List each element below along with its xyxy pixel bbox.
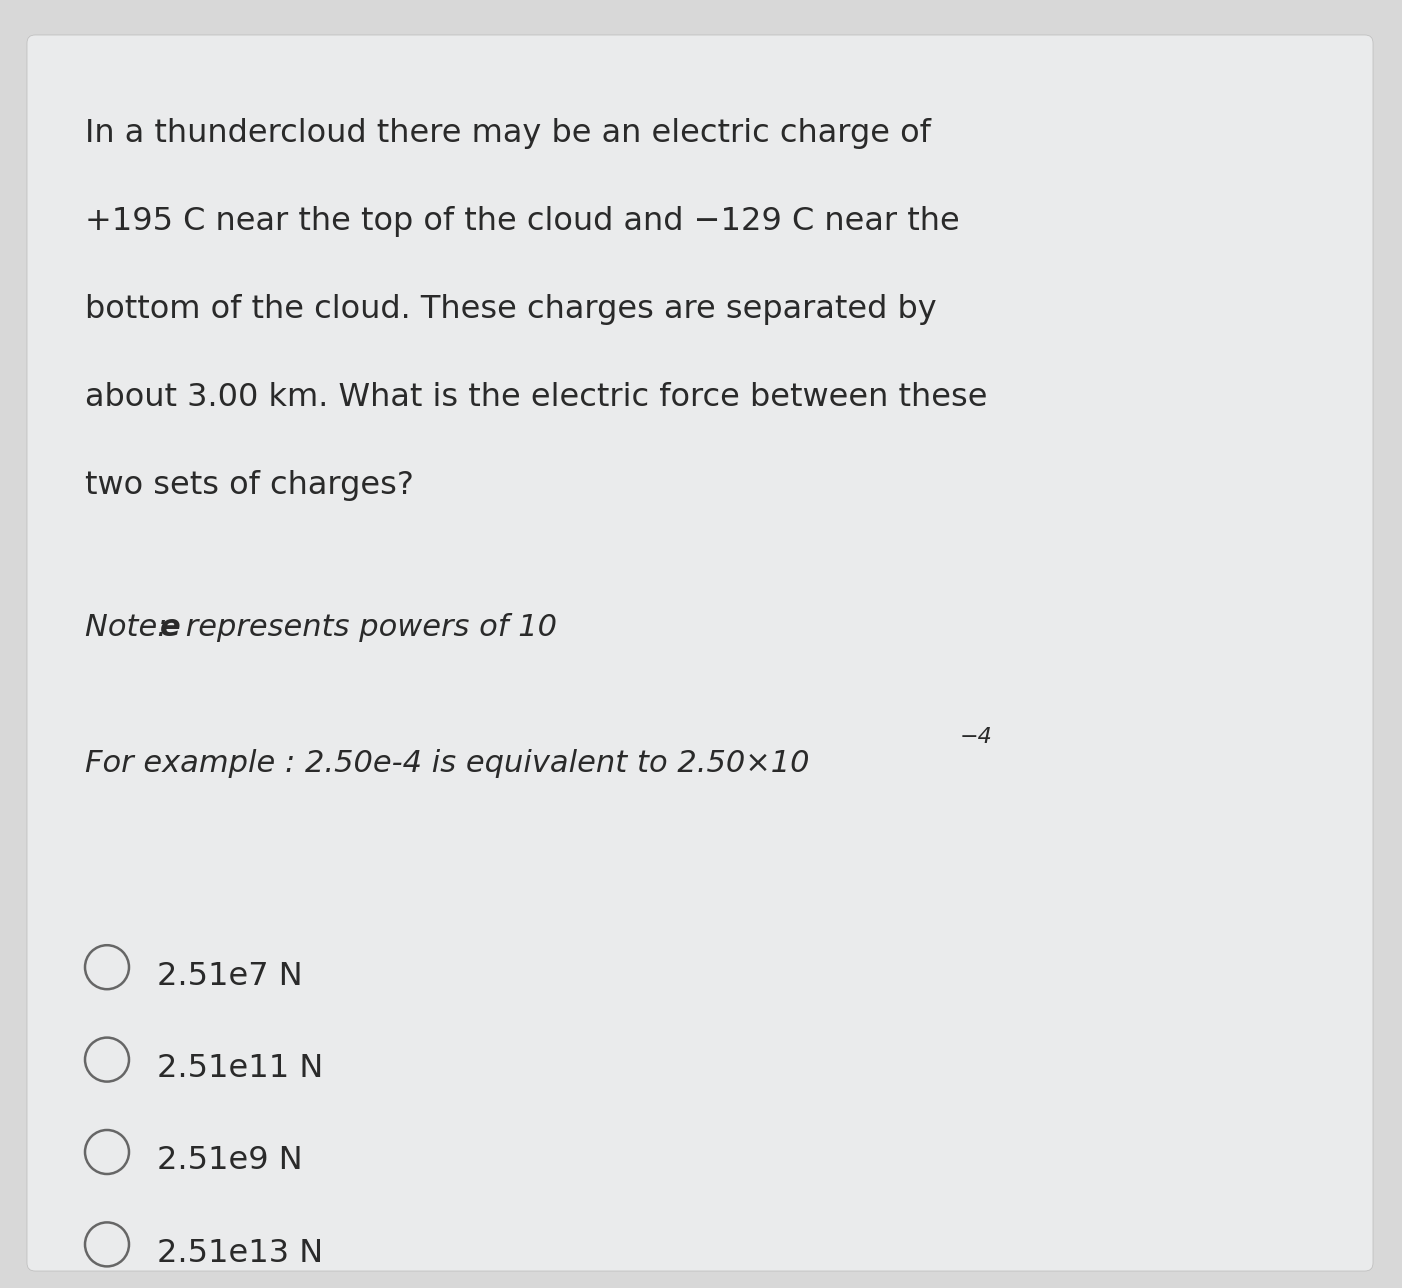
Text: represents powers of 10: represents powers of 10 [177, 613, 558, 641]
Text: bottom of the cloud. These charges are separated by: bottom of the cloud. These charges are s… [86, 294, 937, 325]
Text: −4: −4 [960, 728, 993, 747]
Text: two sets of charges?: two sets of charges? [86, 470, 414, 501]
Text: +195 C near the top of the cloud and −129 C near the: +195 C near the top of the cloud and −12… [86, 206, 960, 237]
Text: e: e [160, 613, 181, 641]
Text: 2.51e9 N: 2.51e9 N [157, 1145, 303, 1176]
Text: 2.51e7 N: 2.51e7 N [157, 961, 303, 992]
Text: Note:: Note: [86, 613, 177, 641]
FancyBboxPatch shape [27, 35, 1373, 1271]
Text: 2.51e13 N: 2.51e13 N [157, 1238, 322, 1269]
Text: 2.51e11 N: 2.51e11 N [157, 1054, 324, 1084]
Text: In a thundercloud there may be an electric charge of: In a thundercloud there may be an electr… [86, 118, 931, 149]
Text: about 3.00 km. What is the electric force between these: about 3.00 km. What is the electric forc… [86, 383, 987, 413]
Text: For example : 2.50e-4 is equivalent to 2.50×10: For example : 2.50e-4 is equivalent to 2… [86, 750, 809, 778]
